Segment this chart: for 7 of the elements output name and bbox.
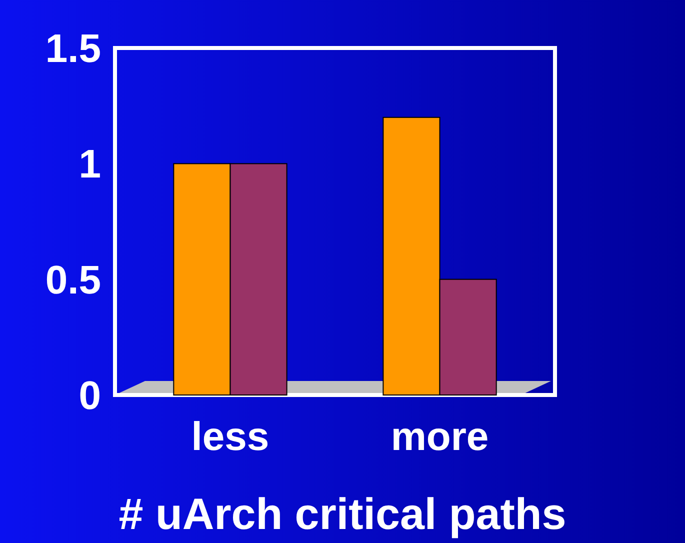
- y-tick-label: 0.5: [45, 258, 101, 302]
- y-tick-label: 0: [78, 374, 101, 418]
- x-tick-label: more: [390, 415, 489, 459]
- y-tick-label: 1.5: [45, 27, 101, 71]
- y-tick-label: 1: [78, 142, 101, 187]
- x-tick-label: less: [191, 415, 270, 459]
- x-axis-title: # uArch critical paths: [118, 490, 566, 539]
